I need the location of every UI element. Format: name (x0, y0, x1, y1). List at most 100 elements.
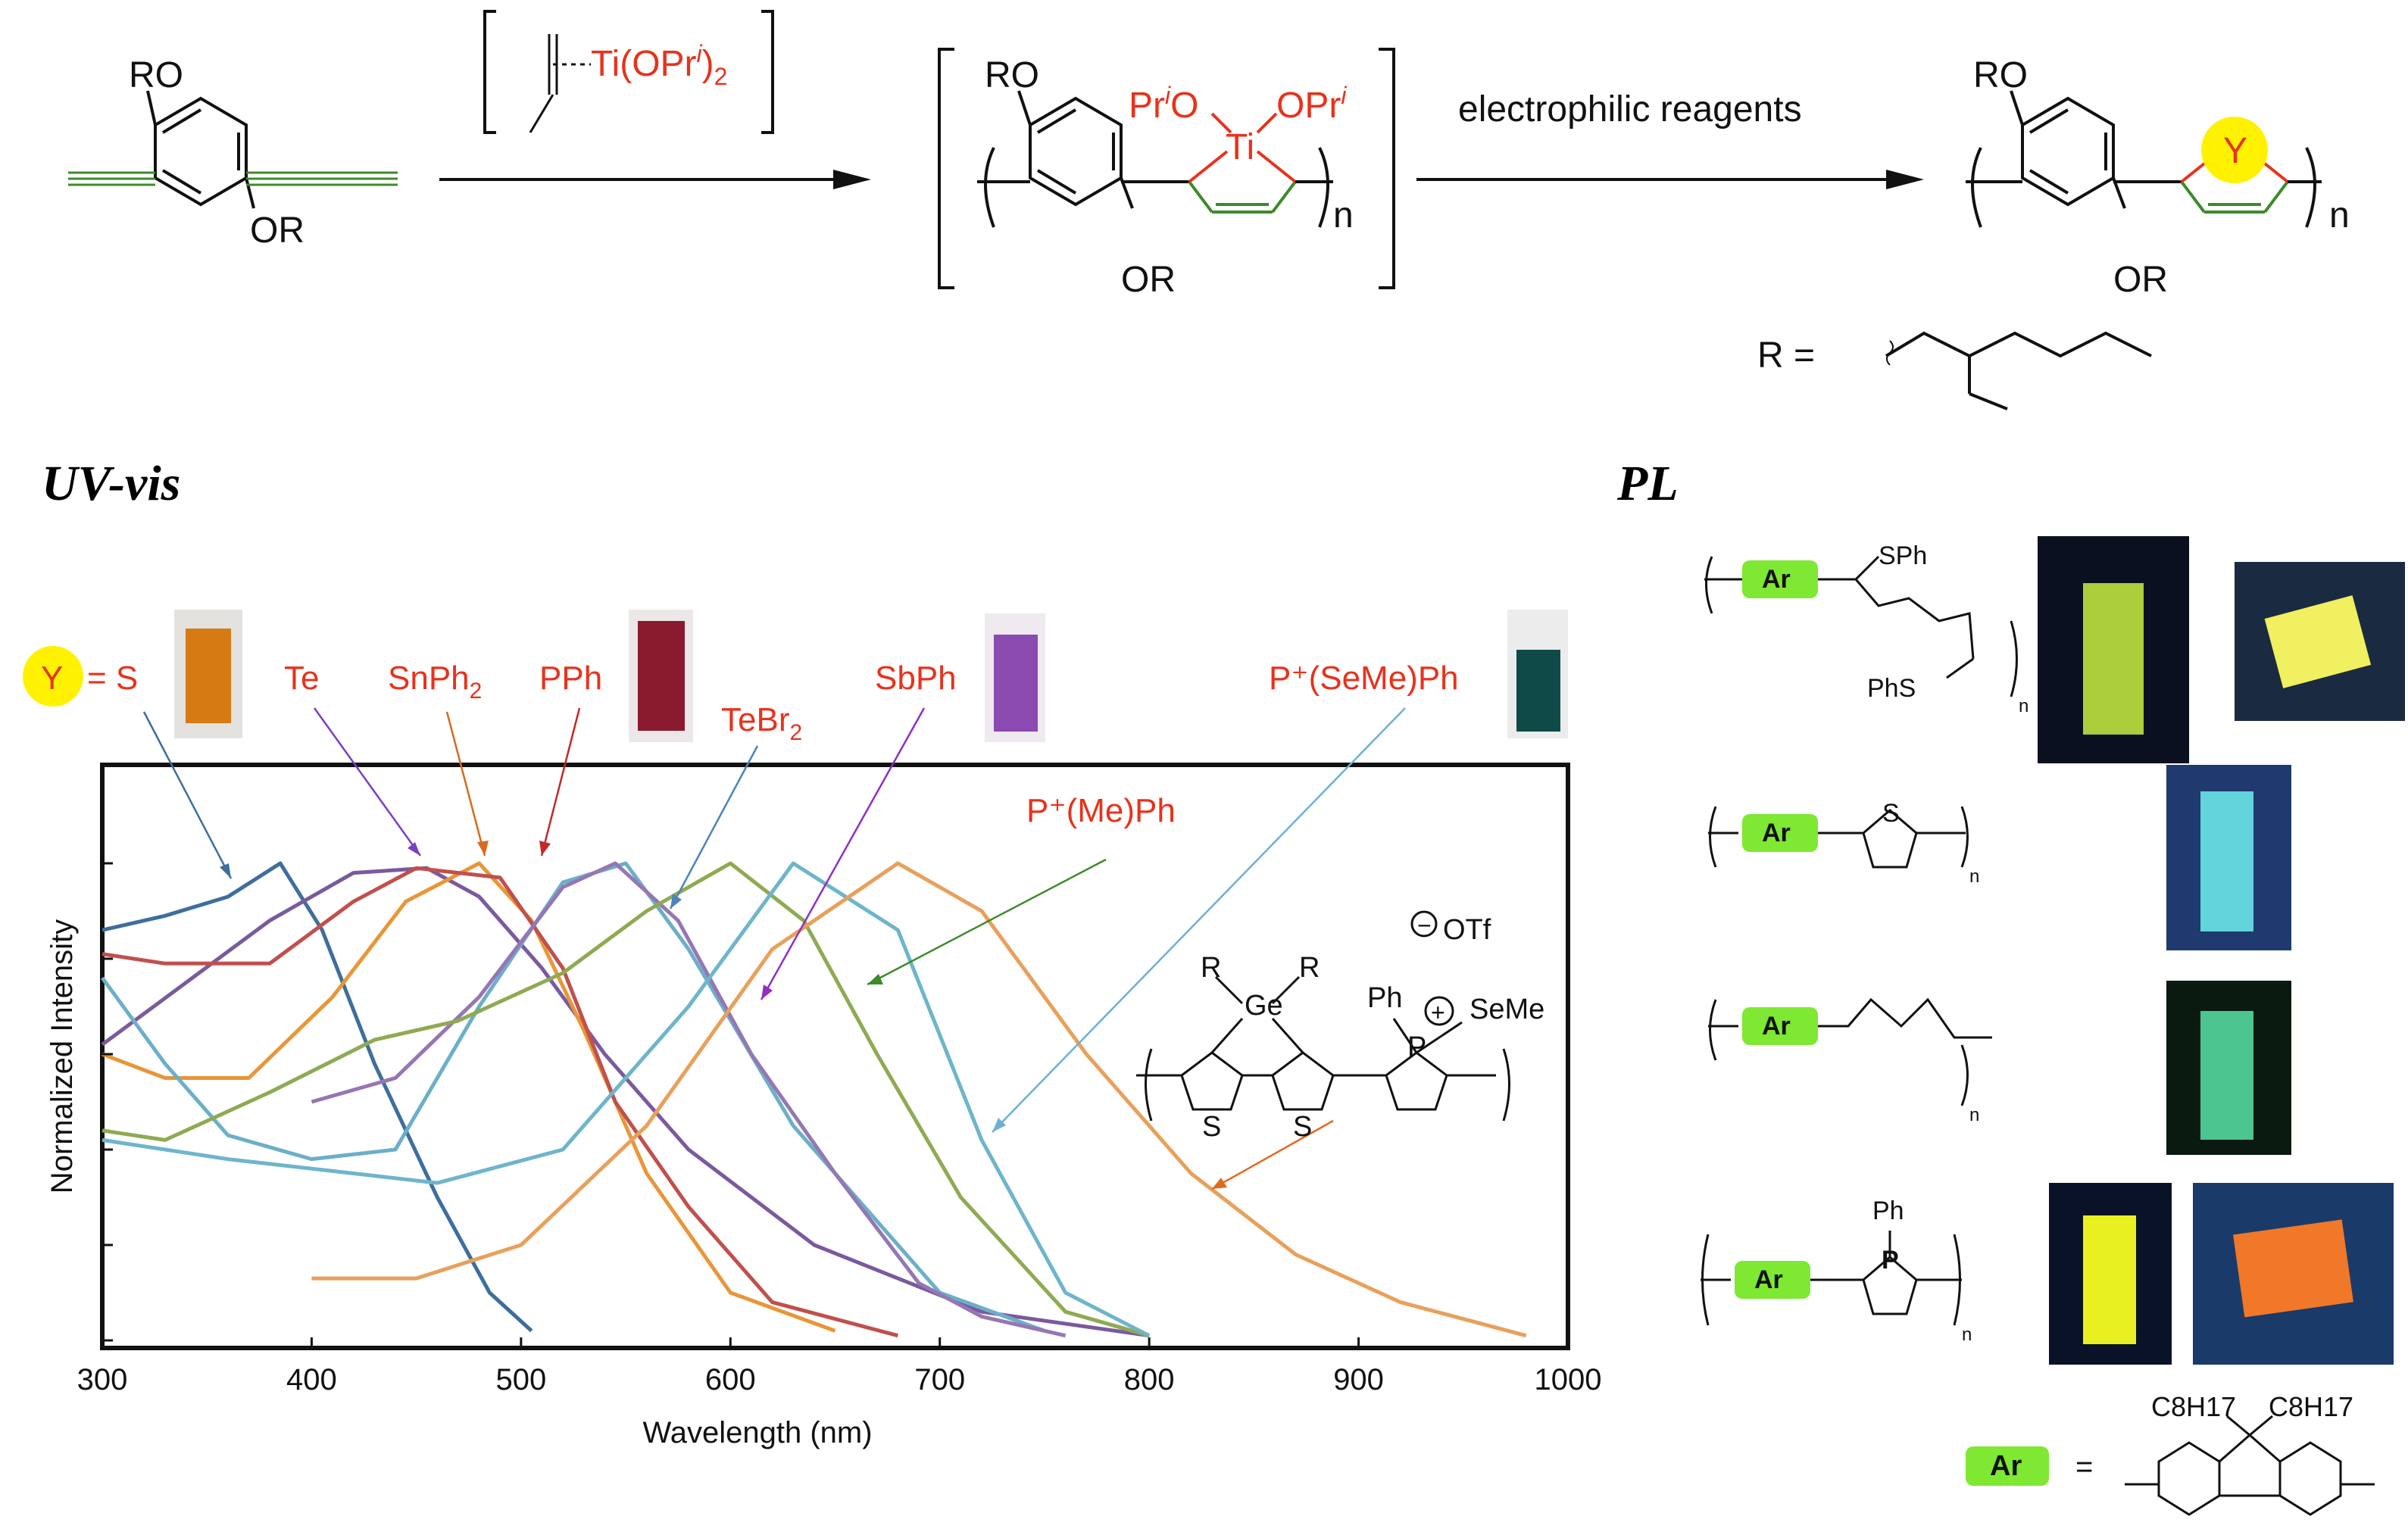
monomer-ro-label: RO (129, 55, 183, 95)
heteroatom-highlight (2201, 117, 2268, 183)
alkyne-left (68, 171, 155, 186)
otf-label: OTf (1443, 914, 1491, 946)
pl-text: Ar Ar Ar Ar Ar SPh PhS n S n n Ph P n = … (1754, 541, 2353, 1484)
sph-label: SPh (1879, 541, 1927, 570)
ar-badge-def (1966, 1446, 2049, 1486)
c8h17-right: C8H17 (2269, 1391, 2353, 1422)
ar-text-2: Ar (1762, 819, 1791, 847)
reaction-scheme (68, 10, 2322, 410)
y-tick-layer (102, 862, 113, 1342)
ar-badge-4 (1735, 1261, 1810, 1299)
pl-structures (1701, 555, 2375, 1516)
label-sbph: SbPh (875, 660, 957, 697)
label-pme: P⁺(Me)Ph (1026, 792, 1176, 829)
arrow-snph2 (445, 711, 486, 856)
series-line-1 (101, 866, 1150, 1338)
n-label-2: n (1969, 866, 1979, 887)
x-tick-label-1: 400 (286, 1363, 337, 1396)
ti-right-opr: OPr (1276, 86, 1341, 126)
x-tick-label-4: 700 (914, 1363, 965, 1396)
n-label-3: n (1969, 1105, 1979, 1125)
reagent-ti-label: Ti(OPri)2 (591, 40, 727, 90)
phosphole-p-label: P (1882, 1246, 1899, 1275)
scheme-text: RO OR Ti(OPri)2 RO OR PriO OPri Ti n ele… (129, 40, 2350, 376)
ar-badge-1 (1742, 560, 1818, 598)
arrow2-label: electrophilic reagents (1458, 89, 1802, 129)
s-left-label: S (1202, 1111, 1221, 1143)
x-axis-label: Wavelength (nm) (642, 1416, 872, 1449)
x-tick-label-5: 800 (1124, 1363, 1175, 1396)
ti-left-ligand: PriO (1129, 82, 1198, 126)
label-arrows (142, 707, 1406, 1190)
arrow-te (313, 707, 422, 856)
ar-equals: = (2075, 1450, 2093, 1484)
ti-left-pr: Pr (1129, 86, 1165, 126)
pl-photos (2038, 536, 2405, 1365)
p-label: P (1407, 1031, 1426, 1063)
reagent-ti-sub: 2 (714, 63, 728, 90)
series-line-8 (311, 861, 1527, 1338)
series-line-2 (102, 861, 836, 1333)
reagent-bracket-right (761, 10, 774, 134)
x-tick-label-7: 1000 (1535, 1363, 1602, 1396)
plus-label: + (1431, 999, 1445, 1026)
reagent-bracket-left (483, 10, 496, 134)
label-pseme: P⁺(SeMe)Ph (1269, 660, 1459, 697)
ti-right-ligand: OPri (1276, 82, 1347, 126)
uvvis-vials (174, 610, 1568, 742)
x-tick-label-3: 600 (705, 1363, 756, 1396)
thiophene-s-label: S (1882, 799, 1900, 828)
x-tick-label-6: 900 (1333, 1363, 1384, 1396)
series-layer (100, 861, 1527, 1338)
ar-text-4: Ar (1754, 1265, 1783, 1294)
label-tebr2-main: TeBr (721, 701, 789, 738)
label-snph2-main: SnPh (388, 660, 470, 697)
label-pph: PPh (539, 660, 602, 697)
minus-label: − (1417, 912, 1432, 939)
ti-right-sup: i (1341, 82, 1347, 109)
arrowheads (220, 841, 1227, 1189)
ge-structure (1136, 910, 1510, 1122)
n-label-4: n (1962, 1325, 1972, 1345)
arrow-pseme (992, 707, 1406, 1133)
series-line-7 (102, 861, 1151, 1337)
r-left-label: R (1201, 952, 1221, 984)
monomer-benzene-ring (154, 96, 248, 207)
product-or-label: OR (2113, 260, 2168, 300)
uvvis-title: UV-vis (42, 456, 180, 511)
seme-label: SeMe (1469, 994, 1544, 1025)
ge-structure-text: Ge R R Ph P + SeMe S S − OTf (1201, 912, 1544, 1143)
c8h17-left: C8H17 (2151, 1391, 2236, 1422)
ar-badges (1735, 560, 2049, 1486)
ar-text-1: Ar (1762, 565, 1791, 594)
label-s: = S (87, 660, 138, 697)
series-line-6 (102, 861, 1150, 1338)
product-ro-label: RO (1973, 55, 2028, 95)
label-snph2: SnPh2 (388, 660, 482, 704)
label-tebr2-sub: 2 (789, 720, 802, 745)
series-line-3 (102, 866, 899, 1338)
s-right-label: S (1293, 1111, 1312, 1143)
ti-center-label: Ti (1226, 127, 1254, 167)
pl-title: PL (1616, 456, 1679, 511)
intermediate-or-label: OR (1121, 260, 1176, 300)
label-tebr2: TeBr2 (721, 701, 802, 745)
ti-left-o: O (1170, 86, 1198, 126)
x-tick-layer: 300 400 500 600 700 800 900 1000 (77, 1337, 1602, 1396)
arrow-pph (540, 707, 581, 856)
intermediate-ro-label: RO (985, 55, 1039, 95)
label-y: Y (41, 660, 63, 697)
arrow-pme (867, 858, 1107, 986)
phosphole-ph-label: Ph (1872, 1197, 1904, 1225)
r-group-structure (1885, 331, 2152, 358)
ar-text-3: Ar (1762, 1012, 1791, 1041)
arrow-pseme-orange (1211, 1119, 1334, 1190)
ti-left-sup: i (1165, 82, 1171, 109)
label-te: Te (284, 660, 319, 697)
x-tick-label-0: 300 (77, 1363, 128, 1396)
label-snph2-sub: 2 (470, 679, 483, 704)
x-tick-label-2: 500 (495, 1363, 546, 1396)
y-axis-label: Normalized Intensity (45, 919, 79, 1193)
ph-label: Ph (1367, 982, 1402, 1014)
